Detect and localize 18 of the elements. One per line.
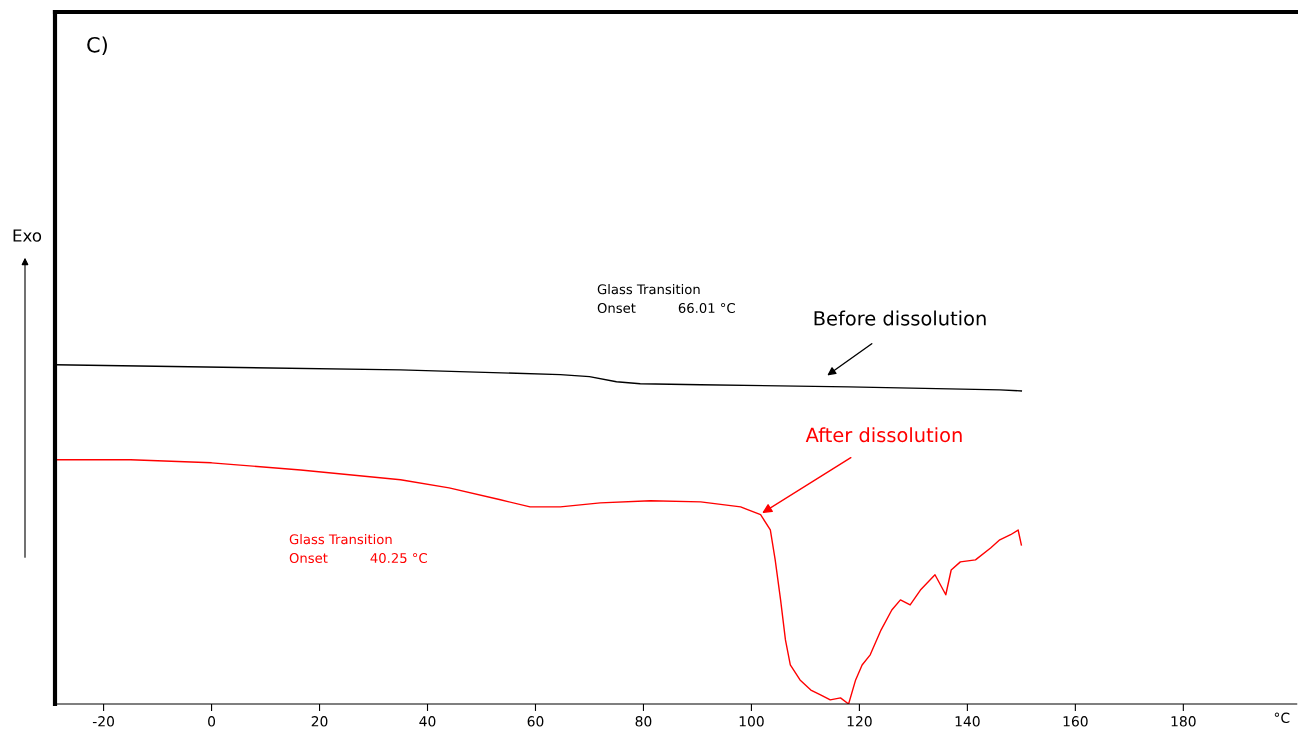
annotation: After dissolution (805, 427, 962, 443)
x-tick-label: 140 (955, 716, 980, 727)
x-tick-label: 0 (208, 716, 216, 727)
text: Glass Transition Onset 66.01 °C (597, 284, 735, 313)
x-tick-label: 40 (419, 716, 436, 727)
chart-title: C) (87, 36, 107, 56)
x-tick-label: -20 (92, 716, 115, 727)
x-tick-label: 20 (311, 716, 328, 727)
text: Exo (13, 229, 42, 242)
x-tick-label: 160 (1063, 716, 1088, 727)
x-tick-label: 80 (635, 716, 652, 727)
annotation: Glass Transition Onset 40.25 °C (289, 534, 427, 563)
x-tick-label: 60 (527, 716, 544, 727)
x-tick-label: 180 (1171, 716, 1196, 727)
text: Before dissolution (814, 310, 986, 326)
x-tick-label: 120 (847, 716, 872, 727)
x-tick-label: 100 (739, 716, 764, 727)
x-axis-title: °C (1274, 712, 1290, 724)
